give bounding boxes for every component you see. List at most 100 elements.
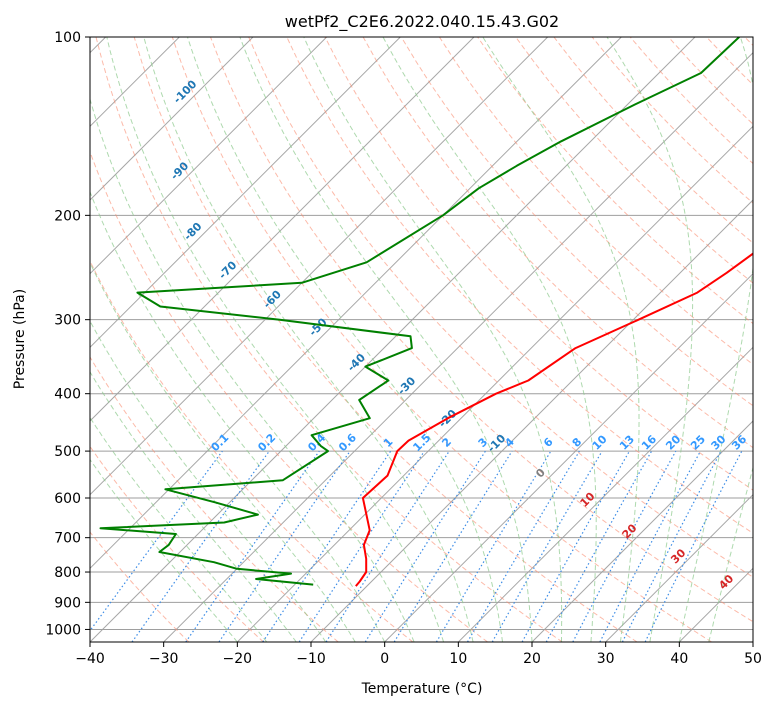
- dry-adiabat-line: [90, 445, 264, 642]
- dry-adiabat-line: [171, 37, 712, 642]
- dewpoint-line: [99, 37, 740, 586]
- dry-adiabat-line: [210, 37, 753, 623]
- y-tick-label: 400: [54, 387, 81, 403]
- mixing-ratio-label: 1: [381, 435, 396, 450]
- isotherm-lines: [90, 37, 753, 642]
- mixing-ratio-line: [131, 450, 270, 642]
- moist-adiabat-line: [90, 261, 356, 642]
- dry-adiabat-line: [515, 37, 753, 284]
- moist-adiabat-line: [90, 416, 268, 642]
- mixing-ratio-label: 25: [688, 433, 708, 453]
- moist-adiabat-line: [482, 37, 640, 642]
- y-axis-ticks: 100 200 300 400 500 600 700 800 900 1000: [45, 30, 90, 638]
- y-tick-label: 600: [54, 491, 81, 507]
- moist-adiabat-line: [239, 37, 533, 642]
- mixing-ratio-line: [185, 450, 320, 642]
- moist-adiabat-lines: [90, 37, 753, 642]
- plot-frame: [89, 36, 754, 643]
- isotherm-line: [236, 125, 753, 642]
- mixing-ratio-line: [90, 450, 223, 632]
- y-tick-label: 1000: [45, 622, 81, 638]
- dry-adiabat-line: [248, 37, 753, 578]
- mixing-ratio-line: [545, 450, 653, 642]
- isotherm-line: [90, 37, 401, 349]
- dry-adiabat-line: [744, 37, 753, 47]
- isotherm-line: [605, 493, 753, 642]
- dry-adiabat-label: -90: [168, 159, 191, 182]
- mixing-ratio-line: [325, 450, 450, 642]
- mixing-ratio-line: [298, 450, 425, 642]
- x-tick-label: 0: [380, 651, 389, 667]
- dry-adiabat-line: [90, 531, 190, 642]
- sounding-series: [99, 37, 753, 587]
- moist-adiabat-line: [606, 37, 694, 642]
- dry-adiabat-line: [90, 356, 339, 642]
- dry-adiabat-lines: [90, 37, 753, 642]
- y-tick-label: 100: [54, 30, 81, 46]
- isotherm-line: [678, 567, 753, 642]
- dry-adiabat-label: 30: [668, 546, 688, 566]
- moist-adiabat-line: [106, 37, 445, 642]
- mixing-ratio-label: 30: [709, 432, 729, 452]
- x-axis-label: Temperature (°C): [361, 681, 483, 697]
- isotherm-line: [457, 346, 753, 642]
- dry-adiabat-line: [706, 37, 753, 86]
- dry-adiabat-label: -100: [171, 77, 200, 106]
- moist-adiabat-line: [303, 37, 563, 642]
- mixing-ratio-line: [393, 450, 513, 642]
- mixing-ratio-label: 6: [541, 435, 556, 450]
- temperature-line: [355, 252, 753, 587]
- x-tick-label: −10: [296, 651, 326, 667]
- mixing-ratio-line: [599, 450, 702, 642]
- x-tick-label: −30: [149, 651, 179, 667]
- moist-adiabat-line: [382, 37, 597, 642]
- dry-adiabat-label: -40: [345, 351, 368, 374]
- x-tick-label: 40: [670, 651, 688, 667]
- isotherm-line: [90, 37, 622, 570]
- mixing-ratio-line: [572, 450, 677, 642]
- x-tick-label: 10: [449, 651, 467, 667]
- y-axis-label: Pressure (hPa): [12, 289, 28, 389]
- mixing-ratio-line: [521, 450, 631, 642]
- x-tick-label: −40: [75, 651, 105, 667]
- isotherm-line: [90, 37, 254, 201]
- dry-adiabat-line: [90, 150, 488, 642]
- dry-adiabat-label: 10: [578, 490, 598, 510]
- y-tick-label: 500: [54, 444, 81, 460]
- dry-adiabat-line: [668, 37, 753, 125]
- isobar-lines: [90, 37, 753, 630]
- dry-adiabat-label: 20: [620, 521, 640, 541]
- moist-adiabat-line: [187, 37, 503, 642]
- dry-adiabat-label: -50: [306, 315, 329, 338]
- dry-adiabat-line: [324, 37, 753, 491]
- dry-adiabat-line: [133, 37, 638, 642]
- mixing-ratio-line: [466, 450, 580, 642]
- dry-adiabat-line: [438, 37, 753, 366]
- dry-adiabat-line: [400, 37, 753, 407]
- isotherm-line: [384, 272, 753, 642]
- dry-adiabat-label: 40: [716, 572, 736, 592]
- y-tick-label: 900: [54, 595, 81, 611]
- dry-adiabat-line: [95, 37, 563, 642]
- moist-adiabat-line: [90, 320, 327, 642]
- dry-adiabat-label: 0: [533, 466, 548, 481]
- isotherm-line: [531, 420, 753, 642]
- mixing-ratio-label: 16: [639, 432, 659, 452]
- y-tick-label: 700: [54, 531, 81, 547]
- x-tick-label: 20: [523, 651, 541, 667]
- mixing-ratio-line: [262, 450, 392, 642]
- moist-adiabat-line: [678, 37, 753, 642]
- mixing-ratio-lines: [90, 450, 743, 642]
- x-axis-ticks: −40 −30 −20 −10 0 10 20 30 40 50: [75, 642, 762, 667]
- moist-adiabat-line: [90, 458, 238, 642]
- y-tick-label: 200: [54, 208, 81, 224]
- isotherm-line: [752, 641, 753, 642]
- chart-title: wetPf2_C2E6.2022.040.15.43.G02: [285, 12, 559, 32]
- isotherm-line: [90, 37, 549, 496]
- mixing-ratio-label: 13: [617, 433, 637, 453]
- isotherm-line: [90, 37, 475, 422]
- isotherm-line: [90, 37, 696, 642]
- dry-adiabat-line: [90, 259, 414, 642]
- y-tick-label: 800: [54, 565, 81, 581]
